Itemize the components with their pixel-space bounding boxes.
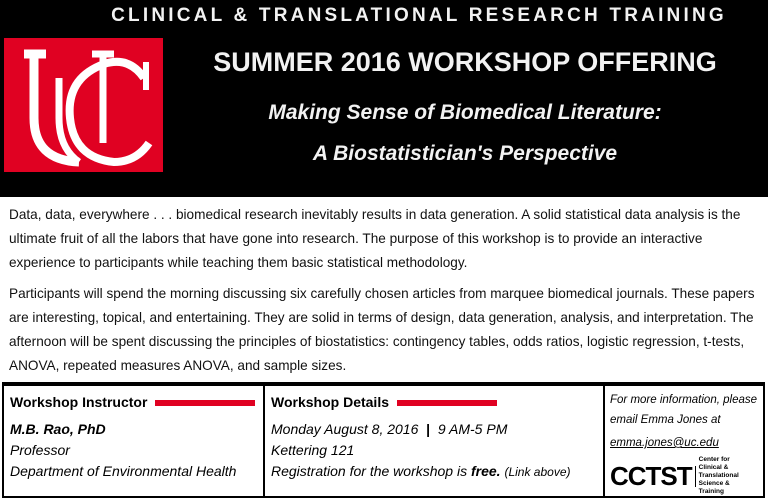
red-accent-bar	[155, 399, 256, 406]
paragraph-1: Data, data, everywhere . . . biomedical …	[9, 207, 741, 270]
contact-email-link[interactable]: emma.jones@uc.edu	[610, 437, 719, 449]
instructor-title: Professor	[10, 442, 70, 458]
header-banner: CLINICAL & TRANSLATIONAL RESEARCH TRAINI…	[0, 0, 768, 197]
paragraph-2: Participants will spend the morning disc…	[9, 286, 755, 373]
subtitle-line-2: A Biostatistician's Perspective	[312, 142, 618, 165]
description: Data, data, everywhere . . . biomedical …	[9, 203, 761, 385]
workshop-date: Monday August 8, 2016	[271, 421, 419, 437]
instructor-column: Workshop Instructor M.B. Rao, PhD Profes…	[4, 386, 265, 496]
details-column: Workshop Details Monday August 8, 2016 |…	[265, 386, 605, 496]
red-accent-bar	[397, 399, 497, 406]
contact-line-1: For more information, please	[610, 394, 758, 406]
instructor-department: Department of Environmental Health	[10, 463, 237, 479]
separator: |	[426, 421, 431, 437]
details-heading: Workshop Details	[271, 394, 389, 410]
workshop-location: Kettering 121	[271, 442, 355, 458]
instructor-heading: Workshop Instructor	[10, 394, 148, 410]
registration-free: free.	[470, 463, 501, 479]
cctst-tagline: Center for Clinical & Translational Scie…	[698, 456, 739, 495]
contact-line-2: email Emma Jones at	[610, 414, 721, 426]
instructor-name: M.B. Rao, PhD	[10, 421, 106, 437]
program-title: CLINICAL & TRANSLATIONAL RESEARCH TRAINI…	[111, 5, 727, 26]
contact-column: For more information, please email Emma …	[605, 386, 763, 496]
cctst-logo: CCTST Center for Clinical & Translationa…	[610, 456, 758, 496]
cctst-wordmark: CCTST	[610, 463, 696, 489]
uc-logo	[4, 38, 163, 172]
workshop-time: 9 AM-5 PM	[437, 421, 508, 437]
headline: SUMMER 2016 WORKSHOP OFFERING	[213, 47, 717, 77]
registration-text: Registration for the workshop is	[271, 463, 471, 479]
subtitle-line-1: Making Sense of Biomedical Literature:	[268, 101, 662, 124]
registration-link[interactable]: (Link above)	[504, 465, 571, 479]
info-table: Workshop Instructor M.B. Rao, PhD Profes…	[2, 382, 765, 498]
